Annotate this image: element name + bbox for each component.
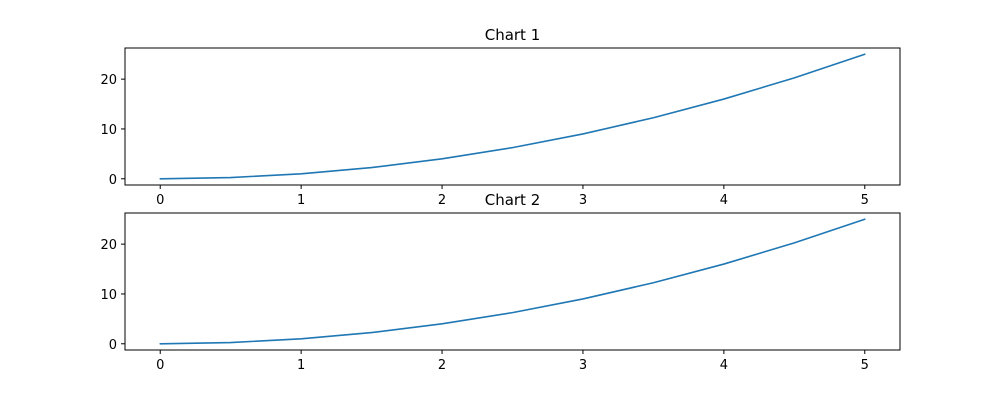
chart-1-title: Chart 1 xyxy=(485,26,541,44)
chart-2-axes-frame xyxy=(124,212,901,351)
chart-1-x-tick-label: 5 xyxy=(861,193,869,208)
chart-1-y-tick-label: 10 xyxy=(100,123,117,138)
chart-1-x-tick-label: 3 xyxy=(579,193,587,208)
chart-2-y-tick-label: 0 xyxy=(109,338,117,353)
chart-2-x-tick-label: 1 xyxy=(297,358,305,373)
chart-1-series-line xyxy=(159,53,866,180)
chart-1-y-tick-label: 20 xyxy=(100,73,117,88)
chart-1-panel: 0 1 2 3 4 5 0 10 20 Chart 1 xyxy=(100,26,901,208)
chart-2-series-line xyxy=(159,218,866,345)
chart-1-y-tick-label: 0 xyxy=(109,173,117,188)
chart-1-x-tick-label: 1 xyxy=(297,193,305,208)
chart-1-x-tick-label: 4 xyxy=(720,193,728,208)
chart-2-x-tick-label: 5 xyxy=(861,358,869,373)
chart-2-x-tick-label: 2 xyxy=(438,358,446,373)
chart-2-title: Chart 2 xyxy=(485,191,541,209)
chart-1-x-tick-label: 2 xyxy=(438,193,446,208)
chart-2-x-tick-label: 0 xyxy=(156,358,164,373)
chart-1-x-tick-label: 0 xyxy=(156,193,164,208)
chart-2-x-tick-label: 3 xyxy=(579,358,587,373)
chart-1-axes-frame xyxy=(124,47,901,186)
chart-2-y-tick-label: 10 xyxy=(100,288,117,303)
chart-2-x-tick-label: 4 xyxy=(720,358,728,373)
chart-2-y-tick-label: 20 xyxy=(100,238,117,253)
